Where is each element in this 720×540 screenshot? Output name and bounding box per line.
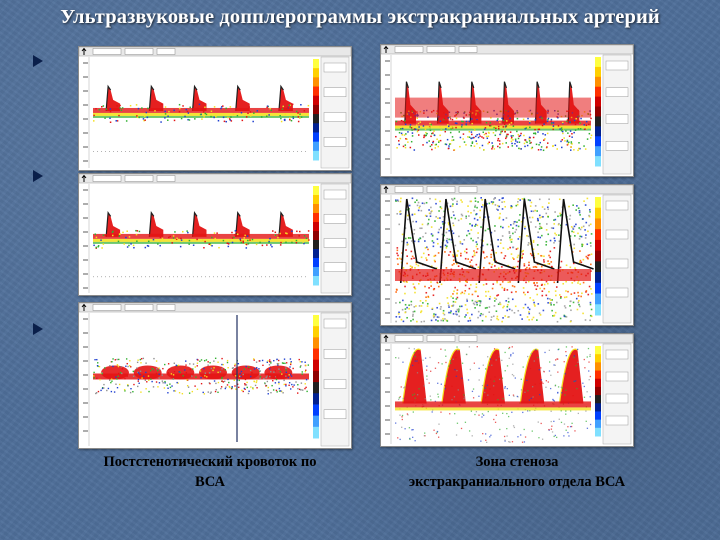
doppler-spectrogram xyxy=(79,303,351,447)
bullet-icon xyxy=(33,55,43,67)
caption-left-line2: ВСА xyxy=(195,474,225,490)
slide-title: Ультразвуковые допплерограммы экстракран… xyxy=(60,6,660,28)
doppler-panel-top-right xyxy=(380,44,634,177)
doppler-spectrogram xyxy=(381,45,633,175)
doppler-panel-top-left xyxy=(78,46,352,171)
arrow-up-icon xyxy=(81,303,87,311)
arrow-up-icon xyxy=(383,45,389,53)
doppler-panel-bottom-right xyxy=(380,333,634,447)
bullet-icon xyxy=(33,170,43,182)
doppler-spectrogram xyxy=(381,334,633,445)
caption-left-line1: Постстенотический кровоток по xyxy=(103,454,317,470)
doppler-spectrogram xyxy=(79,47,351,169)
doppler-spectrogram xyxy=(381,185,633,324)
caption-right-line2: экстракраниального отдела ВСА xyxy=(408,474,626,490)
caption-right: Зона стеноза экстракраниального отдела В… xyxy=(372,452,662,492)
doppler-panel-mid-left xyxy=(78,173,352,296)
doppler-panel-mid-right xyxy=(380,184,634,326)
bullet-icon xyxy=(33,323,43,335)
arrow-up-icon xyxy=(383,334,389,342)
arrow-up-icon xyxy=(383,185,389,193)
doppler-panel-bottom-left xyxy=(78,302,352,449)
caption-left: Постстенотический кровоток по ВСА xyxy=(60,452,360,492)
caption-right-line1: Зона стеноза xyxy=(475,454,559,470)
doppler-spectrogram xyxy=(79,174,351,294)
arrow-up-icon xyxy=(81,174,87,182)
arrow-up-icon xyxy=(81,47,87,55)
